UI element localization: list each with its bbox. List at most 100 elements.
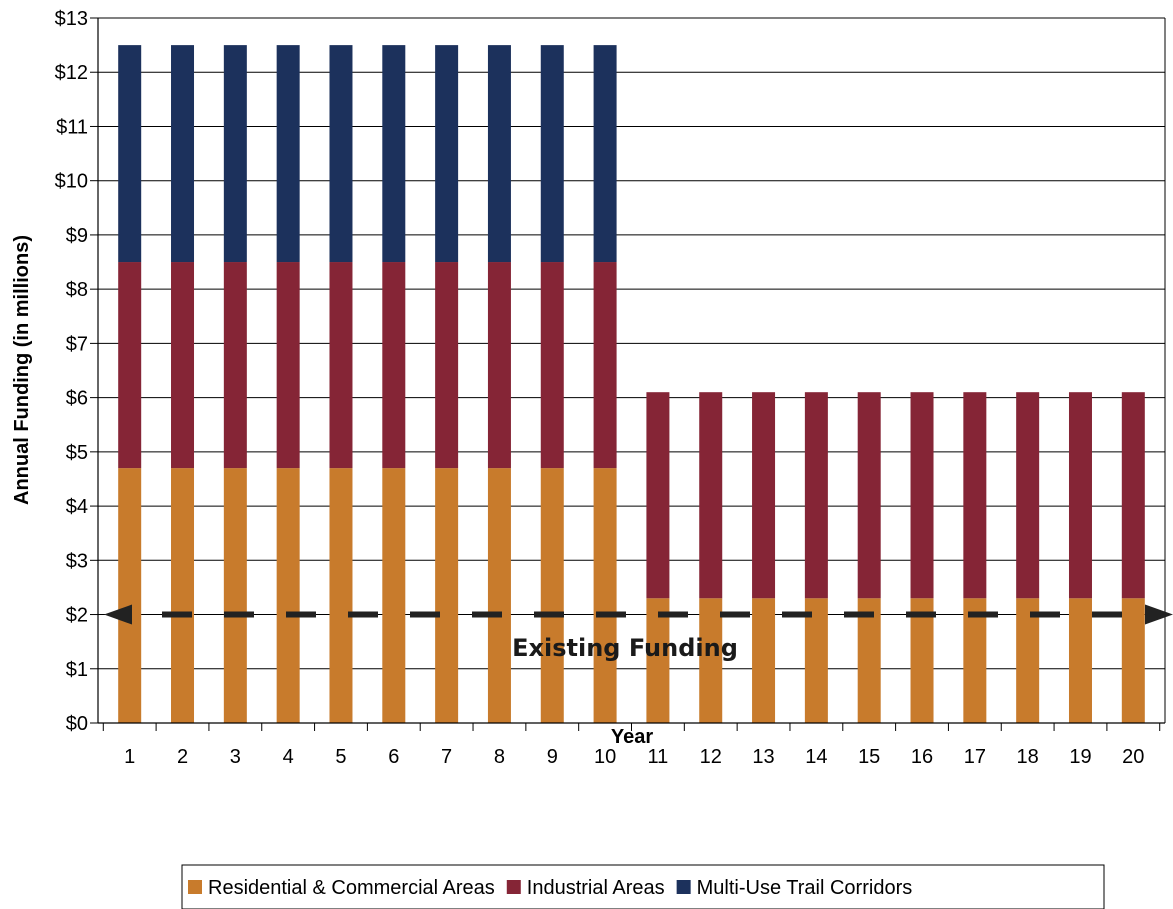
bar-segment-series3 <box>382 45 406 263</box>
x-tick-label: 2 <box>177 746 188 768</box>
bar-segment-series1 <box>1068 598 1092 723</box>
bar-segment-series1 <box>699 598 723 723</box>
bar-segment-series3 <box>171 45 195 263</box>
existing-funding-label: Existing Funding <box>512 634 738 662</box>
y-tick-label: $5 <box>66 442 88 464</box>
bar-segment-series1 <box>593 468 617 723</box>
bar-segment-series1 <box>1016 598 1040 723</box>
bar-segment-series2 <box>857 392 881 599</box>
bar-segment-series1 <box>857 598 881 723</box>
x-tick-label: 10 <box>594 746 616 768</box>
legend: Residential & Commercial Areas Industrial… <box>181 864 1105 909</box>
y-tick-label: $10 <box>55 171 88 193</box>
bar-segment-series1 <box>487 468 511 723</box>
bar-segment-series2 <box>223 262 247 469</box>
y-tick-label: $1 <box>66 659 88 681</box>
x-tick-label: 6 <box>388 746 399 768</box>
bar-segment-series2 <box>118 262 142 469</box>
bar-segment-series2 <box>593 262 617 469</box>
y-tick-label: $9 <box>66 225 88 247</box>
legend-label-series2: Industrial Areas <box>527 877 665 899</box>
y-tick-label: $11 <box>56 116 88 138</box>
bar-segment-series2 <box>963 392 987 599</box>
x-tick-label: 11 <box>648 746 669 768</box>
x-axis-title: Year <box>611 726 653 748</box>
y-axis-title: Annual Funding (in millions) <box>11 235 33 505</box>
existing-funding-line <box>104 604 1173 625</box>
x-tick-label: 5 <box>335 746 346 768</box>
bar-segment-series2 <box>435 262 459 469</box>
bar-segment-series2 <box>804 392 828 599</box>
bar-segment-series2 <box>171 262 195 469</box>
legend-swatch-series2 <box>506 880 521 894</box>
y-tick-label: $6 <box>66 388 88 410</box>
bar-segment-series2 <box>487 262 511 469</box>
gridlines <box>98 17 1165 670</box>
bar-segment-series3 <box>487 45 511 263</box>
bar-segment-series1 <box>804 598 828 723</box>
x-tick-label: 4 <box>283 746 294 768</box>
x-tick-label: 1 <box>124 746 135 768</box>
bar-segment-series1 <box>329 468 353 723</box>
x-tick-label: 8 <box>494 746 505 768</box>
y-tick-label: $7 <box>66 333 88 355</box>
bar-segment-series1 <box>276 468 300 723</box>
legend-label-series3: Multi-Use Trail Corridors <box>697 877 913 899</box>
bar-segment-series2 <box>910 392 934 599</box>
legend-box <box>181 864 1105 909</box>
x-tick-label: 7 <box>441 746 452 768</box>
x-tick-label: 3 <box>230 746 241 768</box>
legend-swatch-series3 <box>676 880 691 894</box>
reference-arrow-right <box>1145 604 1173 625</box>
x-tick-label: 9 <box>547 746 558 768</box>
bar-segment-series1 <box>171 468 195 723</box>
x-tick-label: 17 <box>964 746 986 768</box>
bar-segment-series1 <box>540 468 564 723</box>
legend-swatch-series1 <box>188 880 202 894</box>
x-tick-label: 16 <box>911 746 933 768</box>
bars <box>118 45 1145 723</box>
y-tick-label: $8 <box>66 279 88 301</box>
bar-segment-series2 <box>1121 392 1145 599</box>
bar-segment-series1 <box>646 598 670 723</box>
y-tick-label: $3 <box>66 550 88 572</box>
bar-segment-series2 <box>752 392 776 599</box>
bar-segment-series1 <box>910 598 934 723</box>
bar-segment-series2 <box>329 262 353 469</box>
bar-segment-series3 <box>329 45 353 263</box>
bar-segment-series1 <box>118 468 142 723</box>
bar-segment-series3 <box>593 45 617 263</box>
bar-segment-series3 <box>276 45 300 263</box>
bar-segment-series2 <box>276 262 300 469</box>
axes: $0$1$2$3$4$5$6$7$8$9$10$11$12$131 2 3 4 5 6 7 8… <box>55 8 1166 768</box>
bar-segment-series2 <box>382 262 406 469</box>
bar-segment-series1 <box>435 468 459 723</box>
x-tick-label: 13 <box>752 746 774 768</box>
bar-segment-series3 <box>435 45 459 263</box>
bar-segment-series1 <box>1121 598 1145 723</box>
bar-segment-series1 <box>223 468 247 723</box>
bar-segment-series2 <box>1068 392 1092 599</box>
reference-arrow-left <box>104 604 132 625</box>
x-tick-label: 12 <box>700 746 722 768</box>
bar-segment-series2 <box>646 392 670 599</box>
bar-segment-series1 <box>382 468 406 723</box>
x-tick-label: 20 <box>1122 746 1144 768</box>
bar-segment-series2 <box>540 262 564 469</box>
y-tick-label: $4 <box>66 496 88 518</box>
y-tick-label: $2 <box>66 605 88 627</box>
bar-segment-series1 <box>963 598 987 723</box>
bar-segment-series2 <box>699 392 723 599</box>
y-tick-label: $13 <box>55 8 88 30</box>
legend-label-series1: Residential & Commercial Areas <box>208 877 495 899</box>
x-tick-label: 18 <box>1017 746 1039 768</box>
x-tick-label: 19 <box>1069 746 1091 768</box>
bar-segment-series3 <box>540 45 564 263</box>
bar-segment-series3 <box>118 45 142 263</box>
x-tick-label: 14 <box>805 746 827 768</box>
x-tick-label: 15 <box>858 746 880 768</box>
y-tick-label: $0 <box>66 713 88 735</box>
y-tick-label: $12 <box>55 62 88 84</box>
bar-segment-series1 <box>752 598 776 723</box>
